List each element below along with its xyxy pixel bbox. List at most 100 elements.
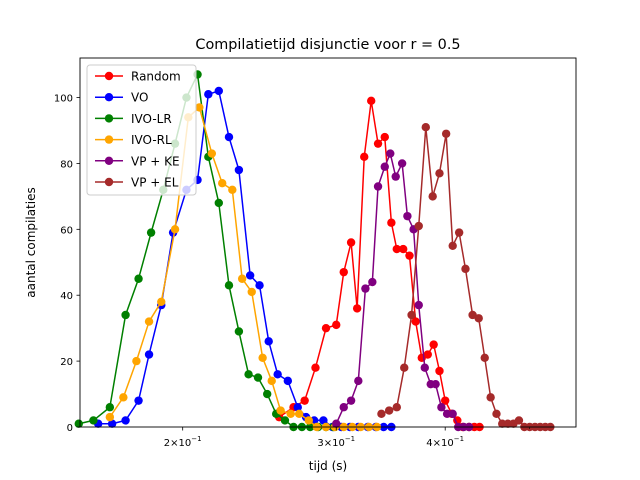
- series-line: [381, 126, 551, 428]
- legend-label: VP + KE: [131, 154, 180, 168]
- data-point: [263, 389, 272, 399]
- data-point: [304, 416, 313, 425]
- y-tick-label: 60: [60, 225, 73, 236]
- series-vp-ke: [332, 149, 474, 432]
- data-point: [398, 244, 408, 254]
- data-point: [276, 406, 285, 415]
- data-point: [429, 340, 438, 349]
- data-point: [454, 228, 464, 237]
- data-point: [332, 419, 341, 428]
- data-point: [414, 221, 423, 231]
- legend-label: VP + EL: [131, 176, 179, 190]
- data-point: [255, 281, 264, 290]
- data-point: [146, 228, 156, 237]
- data-point: [286, 409, 295, 419]
- legend-marker: [104, 135, 114, 144]
- data-point: [441, 396, 450, 405]
- data-point: [234, 165, 244, 175]
- data-point: [421, 122, 430, 132]
- data-point: [144, 350, 154, 359]
- data-point: [380, 132, 389, 142]
- data-point: [321, 323, 331, 333]
- y-tick-label: 80: [60, 159, 73, 170]
- legend-entry: VP + EL: [95, 176, 179, 190]
- legend-entry: Random: [95, 70, 181, 84]
- data-point: [294, 409, 304, 419]
- legend-marker: [104, 114, 114, 123]
- data-point: [435, 366, 444, 376]
- data-point: [204, 90, 213, 99]
- data-point: [405, 251, 414, 260]
- data-point: [435, 169, 444, 178]
- y-axis-label: aantal compilaties: [24, 187, 38, 297]
- data-point: [352, 304, 362, 313]
- data-point: [437, 403, 446, 412]
- legend-label: IVO-LR: [131, 112, 172, 126]
- data-point: [392, 403, 401, 412]
- data-point: [244, 370, 253, 379]
- data-point: [392, 244, 401, 254]
- data-point: [267, 376, 276, 386]
- data-point: [224, 281, 234, 290]
- data-point: [119, 393, 128, 402]
- y-tick-label: 20: [60, 357, 73, 368]
- data-point: [319, 416, 328, 425]
- data-point: [105, 412, 115, 422]
- data-point: [367, 96, 376, 106]
- data-point: [403, 211, 412, 221]
- data-point: [228, 185, 237, 194]
- x-tick-label: 4×10−1: [426, 435, 464, 449]
- data-point: [428, 192, 437, 201]
- data-point: [105, 403, 115, 412]
- data-point: [195, 103, 204, 112]
- data-point: [258, 353, 267, 363]
- data-point: [373, 182, 383, 191]
- data-point: [293, 403, 302, 412]
- data-point: [448, 241, 457, 250]
- data-point: [480, 353, 489, 363]
- legend-label: VO: [131, 91, 148, 105]
- data-point: [339, 403, 348, 412]
- data-point: [461, 264, 470, 274]
- data-point: [89, 416, 98, 425]
- data-point: [486, 393, 495, 402]
- data-point: [283, 376, 293, 386]
- data-point: [368, 277, 377, 287]
- data-point: [380, 162, 389, 171]
- x-axis-label: tijd (s): [309, 459, 347, 473]
- data-point: [144, 317, 154, 326]
- legend: Random VO IVO-LR IVO-RL VP + KE VP + EL: [86, 64, 197, 196]
- data-point: [420, 363, 429, 372]
- legend-entry: IVO-LR: [95, 112, 172, 126]
- data-point: [280, 416, 290, 425]
- data-point: [346, 238, 356, 247]
- legend-entry: IVO-RL: [95, 133, 172, 147]
- data-point: [74, 419, 83, 428]
- y-tick-label: 40: [60, 291, 73, 302]
- legend-marker: [104, 156, 114, 165]
- data-point: [245, 271, 255, 280]
- data-point: [411, 317, 420, 326]
- data-point: [346, 396, 356, 405]
- data-point: [253, 373, 263, 382]
- data-point: [397, 159, 407, 168]
- data-point: [423, 350, 432, 359]
- data-point: [391, 172, 400, 181]
- data-point: [170, 225, 180, 234]
- legend-entry: VO: [95, 91, 148, 105]
- data-point: [311, 363, 320, 372]
- data-point: [448, 409, 457, 419]
- data-point: [492, 409, 501, 419]
- data-point: [157, 297, 166, 306]
- series-random: [274, 96, 484, 432]
- data-point: [361, 284, 370, 293]
- data-point: [273, 370, 282, 379]
- data-point: [373, 139, 383, 148]
- data-point: [107, 419, 117, 428]
- data-point: [354, 376, 363, 386]
- data-point: [441, 129, 451, 138]
- data-point: [214, 86, 223, 96]
- y-tick-label: 100: [54, 94, 73, 105]
- data-point: [234, 327, 244, 336]
